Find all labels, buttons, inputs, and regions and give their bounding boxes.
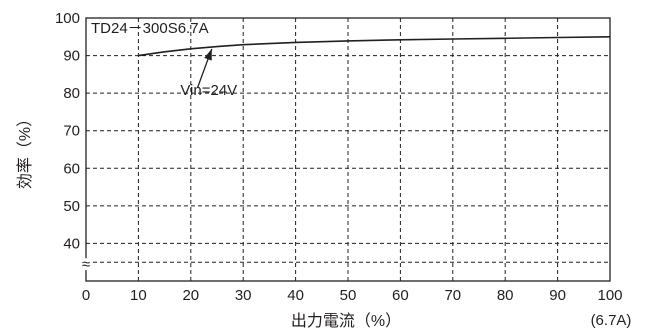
x-axis-unit-note: (6.7A) <box>591 312 632 329</box>
x-tick-label: 60 <box>392 287 409 304</box>
x-axis-title: 出力電流（%） <box>291 312 401 330</box>
y-tick-label: 100 <box>55 10 80 27</box>
x-tick-label: 40 <box>287 287 304 304</box>
annotation-arrow-head <box>204 48 212 61</box>
y-tick-label: 50 <box>63 198 80 215</box>
grid-lines <box>86 18 610 281</box>
x-tick-label: 70 <box>444 287 461 304</box>
y-tick-label: 60 <box>63 160 80 177</box>
axis-break-symbol: ≈ <box>82 256 90 273</box>
x-tick-label: 90 <box>549 287 566 304</box>
x-tick-labels: 0 10 20 30 40 50 60 70 80 90 100 <box>82 287 623 304</box>
x-tick-label: 0 <box>82 287 90 304</box>
y-tick-label: 80 <box>63 85 80 102</box>
y-tick-labels: 40 50 60 70 80 90 100 <box>55 10 80 252</box>
x-tick-label: 80 <box>497 287 514 304</box>
axis-break: ≈ <box>80 256 92 273</box>
y-axis-title: 効率（%） <box>16 111 34 189</box>
annotation-layer: Vin=24V <box>180 48 237 99</box>
x-tick-label: 20 <box>182 287 199 304</box>
y-tick-label: 70 <box>63 123 80 140</box>
plot-frame <box>85 17 611 282</box>
x-tick-label: 10 <box>130 287 147 304</box>
annotation-label: Vin=24V <box>180 82 237 99</box>
x-tick-label: 30 <box>235 287 252 304</box>
axis-break-mask <box>80 258 92 271</box>
x-tick-label: 100 <box>597 287 622 304</box>
series-layer <box>138 36 611 57</box>
chart-title: TD24－300S6.7A <box>91 20 209 37</box>
y-tick-label: 90 <box>63 48 80 65</box>
x-tick-label: 50 <box>340 287 357 304</box>
y-tick-label: 40 <box>63 235 80 252</box>
series-line <box>138 36 611 57</box>
